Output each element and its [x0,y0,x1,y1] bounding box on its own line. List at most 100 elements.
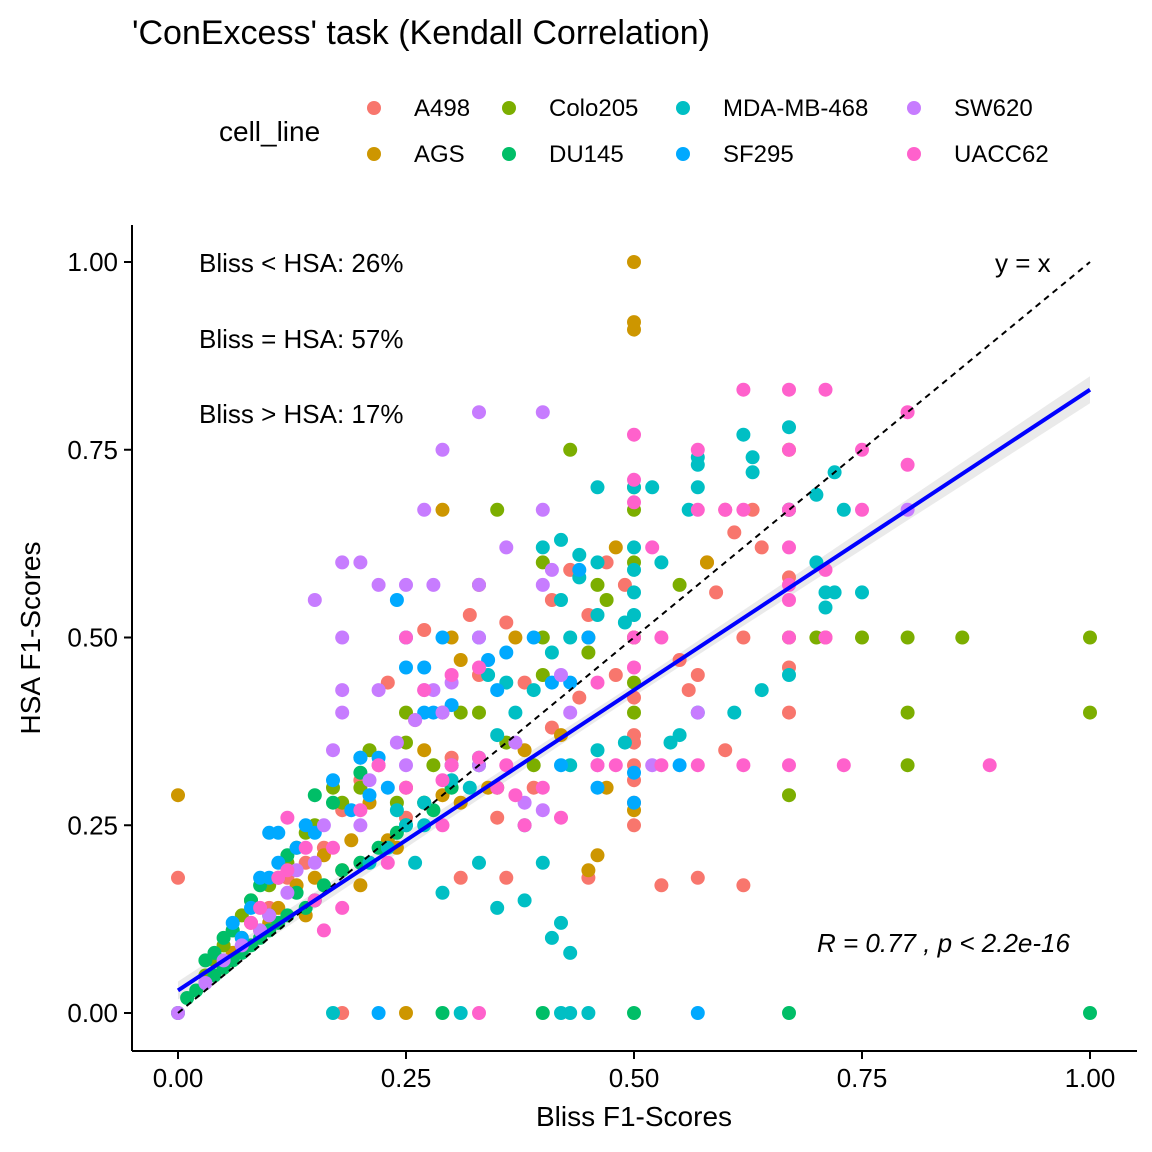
data-point [535,855,550,870]
data-point [535,540,550,555]
legend-swatch [367,101,381,115]
x-tick-label: 0.25 [381,1063,432,1093]
data-point [389,803,404,818]
data-point [517,893,532,908]
legend-item-uacc62: UACC62 [907,141,1049,168]
data-point [472,750,486,765]
data-point [782,420,796,435]
data-point [326,795,340,810]
data-point [754,683,769,698]
data-point [782,668,796,682]
series-sw620 [171,405,915,1020]
data-point [535,1006,550,1020]
data-point [417,683,432,698]
data-point [782,540,796,555]
data-point [654,630,669,645]
data-point [353,555,368,570]
data-point [599,593,614,607]
data-point [572,690,587,705]
data-point [855,502,869,517]
data-point [690,758,705,773]
data-point [563,705,578,720]
data-point [353,803,368,818]
data-point [690,480,705,495]
data-point [836,502,851,517]
legend-label: DU145 [549,141,624,168]
data-point [399,758,413,773]
data-point [472,855,486,870]
data-point [371,683,386,698]
data-point [271,870,286,885]
data-point [690,668,705,682]
identity-line [177,261,1091,1014]
legend-label: SF295 [723,141,794,168]
data-point [262,825,277,840]
data-point [326,773,340,788]
data-point [827,585,842,600]
data-point [563,675,578,690]
data-point [590,780,605,795]
data-point [690,1006,705,1020]
series-sf295 [225,562,705,1020]
data-point [544,562,559,577]
data-point [544,645,559,660]
data-point [745,450,760,465]
data-point [563,442,578,457]
data-point [554,758,568,773]
data-point [417,743,432,758]
data-point [307,593,322,607]
data-point [554,915,568,930]
series-colo205 [198,442,1097,983]
data-point [627,585,641,600]
data-point [435,773,450,788]
data-point [672,758,687,773]
data-point [298,840,313,855]
data-point [399,1006,413,1020]
legend-swatch [502,101,516,115]
data-point [654,878,669,893]
data-point [554,593,568,607]
data-point [627,540,641,555]
data-point [244,915,258,930]
x-tick-label: 1.00 [1065,1063,1116,1093]
data-point [298,818,313,833]
data-point [462,780,477,795]
data-point [435,705,450,720]
data-point [782,1006,796,1020]
data-point [627,1006,641,1020]
regression-line [176,387,1092,993]
data-point [627,795,641,810]
legend-label: MDA-MB-468 [723,95,868,122]
data-point [335,900,350,915]
data-point [280,810,295,825]
legend-item-mda-mb-468: MDA-MB-468 [676,95,868,122]
data-point [554,668,568,682]
data-point [453,1006,468,1020]
data-point [326,840,340,855]
x-axis-ticks: 0.00 0.25 0.50 0.75 1.00 [153,1051,1116,1093]
data-point [590,577,605,592]
data-point [554,532,568,547]
data-point [371,1006,386,1020]
data-point [526,758,541,773]
data-point [417,795,432,810]
data-point [535,502,550,517]
data-point [690,502,705,517]
data-point [472,660,486,675]
data-point [408,713,423,728]
data-point [672,577,687,592]
data-point [399,780,413,795]
annotation-bliss-equal: Bliss = HSA: 57% [199,324,403,354]
data-points [171,255,1097,1020]
data-point [216,930,231,945]
data-point [171,870,185,885]
data-point [554,810,568,825]
data-point [535,577,550,592]
data-point [718,743,733,758]
data-point [745,465,760,480]
data-point [490,683,505,698]
legend-swatch [367,147,381,161]
data-point [572,547,587,562]
data-point [389,735,404,750]
data-point [453,653,468,667]
